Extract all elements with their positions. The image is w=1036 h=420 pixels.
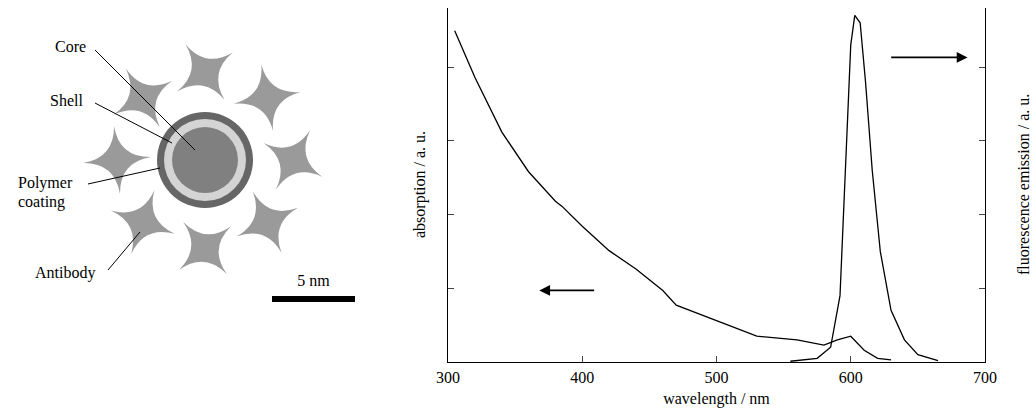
svg-text:700: 700 — [973, 369, 997, 386]
svg-text:5 nm: 5 nm — [297, 272, 330, 289]
svg-text:Core: Core — [55, 38, 86, 55]
svg-text:absorption / a. u.: absorption / a. u. — [411, 131, 429, 238]
svg-text:500: 500 — [705, 369, 729, 386]
svg-text:wavelength / nm: wavelength / nm — [663, 390, 770, 408]
svg-text:Polymercoating: Polymercoating — [18, 174, 73, 211]
svg-text:Antibody: Antibody — [35, 264, 95, 282]
svg-text:300: 300 — [436, 369, 460, 386]
svg-text:Shell: Shell — [50, 92, 83, 109]
svg-text:fluorescence emission / a. u.: fluorescence emission / a. u. — [1015, 94, 1032, 275]
svg-text:400: 400 — [570, 369, 594, 386]
svg-text:600: 600 — [839, 369, 863, 386]
